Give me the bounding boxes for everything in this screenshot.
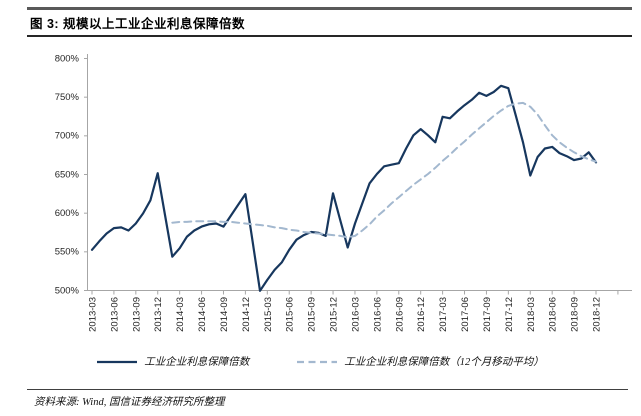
- source-note: 资料来源: Wind, 国信证券经济研究所整理: [34, 397, 225, 408]
- x-tick-label: 2016-12: [416, 297, 427, 332]
- chart-area: 500% 550% 600% 650% 700% 750% 800% 2013-03 2013-…: [0, 40, 641, 357]
- title-underline: [27, 35, 632, 37]
- y-tick-label: 500%: [55, 285, 80, 296]
- x-tick-label: 2018-03: [526, 297, 537, 332]
- x-tick-label: 2015-12: [329, 297, 340, 332]
- x-tick-label: 2013-06: [109, 297, 120, 332]
- y-tick-label: 600%: [55, 208, 80, 219]
- top-rule: [27, 7, 632, 10]
- x-tick-label: 2014-06: [197, 297, 208, 332]
- x-tick-label: 2016-06: [372, 297, 383, 332]
- solid-line-swatch-icon: [97, 360, 138, 363]
- chart-legend: 工业企业利息保障倍数 工业企业利息保障倍数（12个月移动平均）: [0, 354, 641, 369]
- x-tick-label: 2014-09: [219, 297, 230, 332]
- x-tick-label: 2018-09: [570, 297, 581, 332]
- dashed-line-swatch-icon: [297, 360, 338, 363]
- y-tick-label: 650%: [55, 169, 80, 180]
- x-tick-label: 2014-12: [241, 297, 252, 332]
- y-tick-label: 800%: [55, 53, 80, 64]
- legend-item-ma: 工业企业利息保障倍数（12个月移动平均）: [297, 354, 544, 369]
- figure-title: 图 3: 规模以上工业企业利息保障倍数: [30, 17, 246, 31]
- y-tick-label: 700%: [55, 131, 80, 142]
- chart-svg: 500% 550% 600% 650% 700% 750% 800% 2013-03 2013-…: [55, 53, 632, 332]
- x-tick-label: 2017-03: [438, 297, 449, 332]
- x-tick-label: 2016-09: [394, 297, 405, 332]
- x-tick-label: 2013-12: [153, 297, 164, 332]
- legend-label: 工业企业利息保障倍数（12个月移动平均）: [344, 357, 544, 368]
- x-tick-label: 2018-06: [548, 297, 559, 332]
- x-tick-label: 2017-06: [460, 297, 471, 332]
- x-tick-label: 2015-09: [307, 297, 318, 332]
- x-tick-label: 2017-09: [482, 297, 493, 332]
- legend-label: 工业企业利息保障倍数: [144, 357, 250, 368]
- x-tick-label: 2015-03: [263, 297, 274, 332]
- x-tick-label: 2017-12: [504, 297, 515, 332]
- x-tick-label: 2013-09: [131, 297, 142, 332]
- y-tick-label: 750%: [55, 92, 80, 103]
- x-tick-label: 2013-03: [88, 297, 99, 332]
- x-tick-label: 2015-06: [285, 297, 296, 332]
- x-tick-label: 2016-03: [350, 297, 361, 332]
- x-tick-label: 2014-03: [175, 297, 186, 332]
- primary-series-line: [90, 84, 598, 292]
- x-tick-label: 2018-12: [592, 297, 603, 332]
- legend-item-primary: 工业企业利息保障倍数: [97, 354, 249, 369]
- ma-series-line: [171, 101, 597, 239]
- y-tick-label: 550%: [55, 247, 80, 258]
- footer-rule: [27, 389, 628, 391]
